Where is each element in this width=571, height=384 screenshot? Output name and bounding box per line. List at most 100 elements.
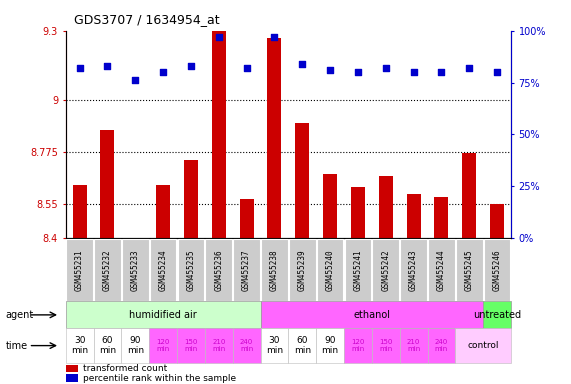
- Text: 60
min: 60 min: [99, 336, 116, 355]
- Text: GDS3707 / 1634954_at: GDS3707 / 1634954_at: [74, 13, 220, 26]
- FancyBboxPatch shape: [317, 239, 344, 301]
- Bar: [240, 199, 254, 238]
- Point: [131, 78, 140, 84]
- FancyBboxPatch shape: [372, 239, 399, 301]
- Bar: [260, 328, 288, 363]
- Text: GSM455237: GSM455237: [242, 249, 251, 291]
- Text: GSM455234: GSM455234: [159, 249, 168, 291]
- Bar: [177, 328, 205, 363]
- Text: GSM455246: GSM455246: [493, 249, 502, 291]
- Text: GSM455231: GSM455231: [75, 249, 84, 291]
- Bar: [463, 153, 476, 238]
- Point: [297, 61, 307, 67]
- Bar: [149, 328, 177, 363]
- Text: GSM455244: GSM455244: [437, 249, 446, 291]
- Text: 240
min: 240 min: [240, 339, 253, 352]
- Text: GSM455236: GSM455236: [214, 249, 223, 291]
- Bar: [212, 31, 226, 238]
- Text: humidified air: humidified air: [129, 310, 197, 320]
- Bar: [100, 130, 114, 238]
- Text: GSM455242: GSM455242: [381, 249, 391, 291]
- Bar: [400, 328, 428, 363]
- Point: [103, 63, 112, 69]
- Text: GSM455239: GSM455239: [297, 249, 307, 291]
- Bar: [379, 176, 393, 238]
- Text: GSM455243: GSM455243: [409, 249, 418, 291]
- Bar: [66, 328, 94, 363]
- Text: 150
min: 150 min: [184, 339, 198, 352]
- Point: [270, 34, 279, 40]
- Bar: [260, 301, 483, 328]
- Bar: [407, 194, 421, 238]
- FancyBboxPatch shape: [206, 239, 232, 301]
- Text: 210
min: 210 min: [407, 339, 420, 352]
- Point: [325, 67, 335, 73]
- Text: 30
min: 30 min: [71, 336, 88, 355]
- Text: GSM455238: GSM455238: [270, 249, 279, 291]
- Bar: [483, 301, 511, 328]
- Text: control: control: [468, 341, 499, 350]
- Bar: [344, 328, 372, 363]
- Bar: [351, 187, 365, 238]
- Bar: [428, 328, 455, 363]
- Bar: [66, 374, 78, 382]
- Bar: [94, 328, 122, 363]
- FancyBboxPatch shape: [261, 239, 288, 301]
- Bar: [66, 365, 78, 372]
- Text: 240
min: 240 min: [435, 339, 448, 352]
- FancyBboxPatch shape: [289, 239, 316, 301]
- Bar: [316, 328, 344, 363]
- Text: GSM455240: GSM455240: [325, 249, 335, 291]
- FancyBboxPatch shape: [94, 239, 121, 301]
- FancyBboxPatch shape: [400, 239, 427, 301]
- Bar: [323, 174, 337, 238]
- Bar: [156, 185, 170, 238]
- Text: untreated: untreated: [473, 310, 521, 320]
- Text: 90
min: 90 min: [127, 336, 144, 355]
- FancyBboxPatch shape: [456, 239, 482, 301]
- Point: [159, 69, 168, 75]
- FancyBboxPatch shape: [122, 239, 148, 301]
- FancyBboxPatch shape: [344, 239, 371, 301]
- FancyBboxPatch shape: [66, 239, 93, 301]
- Text: 60
min: 60 min: [293, 336, 311, 355]
- FancyBboxPatch shape: [233, 239, 260, 301]
- Text: GSM455232: GSM455232: [103, 249, 112, 291]
- Text: transformed count: transformed count: [83, 364, 167, 373]
- FancyBboxPatch shape: [150, 239, 176, 301]
- Text: time: time: [6, 341, 28, 351]
- Bar: [490, 204, 504, 238]
- Text: ethanol: ethanol: [353, 310, 391, 320]
- FancyBboxPatch shape: [484, 239, 510, 301]
- Bar: [122, 328, 149, 363]
- Bar: [66, 301, 260, 328]
- Text: 30
min: 30 min: [266, 336, 283, 355]
- FancyBboxPatch shape: [428, 239, 455, 301]
- Bar: [73, 185, 87, 238]
- Point: [353, 69, 363, 75]
- Point: [214, 34, 223, 40]
- Text: 120
min: 120 min: [156, 339, 170, 352]
- Text: agent: agent: [6, 310, 34, 320]
- Text: 120
min: 120 min: [351, 339, 365, 352]
- Bar: [288, 328, 316, 363]
- Text: percentile rank within the sample: percentile rank within the sample: [83, 374, 236, 383]
- Point: [409, 69, 418, 75]
- FancyBboxPatch shape: [178, 239, 204, 301]
- Text: 210
min: 210 min: [212, 339, 226, 352]
- Point: [437, 69, 446, 75]
- Bar: [267, 38, 282, 238]
- Point: [381, 65, 391, 71]
- Text: GSM455235: GSM455235: [186, 249, 195, 291]
- Bar: [184, 160, 198, 238]
- Bar: [233, 328, 260, 363]
- Text: 90
min: 90 min: [321, 336, 339, 355]
- Text: GSM455233: GSM455233: [131, 249, 140, 291]
- Bar: [456, 328, 511, 363]
- Point: [75, 65, 84, 71]
- Bar: [372, 328, 400, 363]
- Text: GSM455241: GSM455241: [353, 249, 363, 291]
- Point: [242, 65, 251, 71]
- Bar: [295, 123, 309, 238]
- Point: [186, 63, 195, 69]
